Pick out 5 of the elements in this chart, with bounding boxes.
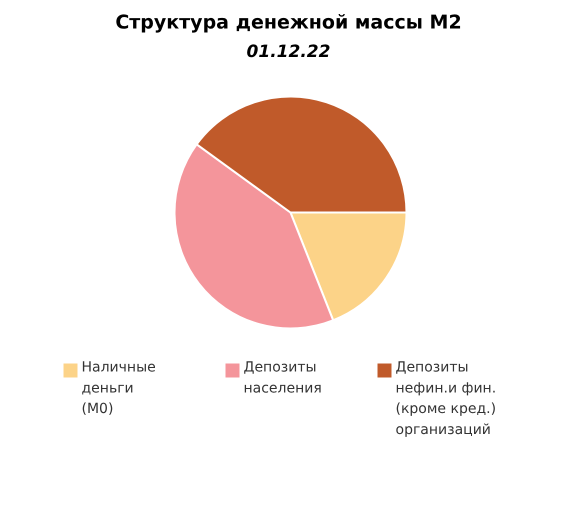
legend-label: Депозиты нефин.и фин. (кроме кред.) организаций [396,360,496,438]
chart-subtitle: 01.12.22 [246,42,330,62]
chart-title: Структура денежной массы М2 [115,12,462,34]
legend-label: Депозиты населения [244,360,322,396]
legend-label: Наличные деньги (М0) [82,360,156,418]
